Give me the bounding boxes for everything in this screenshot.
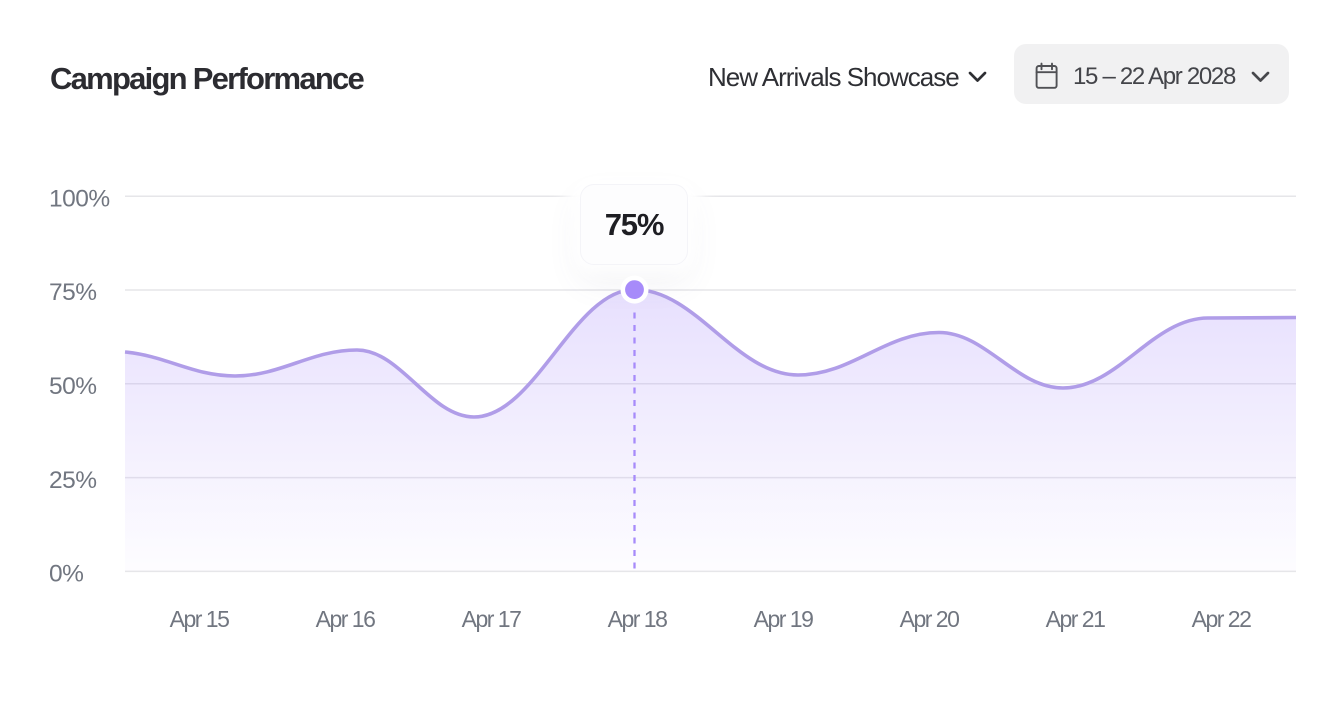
svg-text:75%: 75%: [49, 279, 97, 306]
svg-text:25%: 25%: [49, 467, 97, 494]
svg-text:Apr 22: Apr 22: [1192, 606, 1251, 632]
svg-text:0%: 0%: [49, 561, 83, 588]
svg-text:Apr 18: Apr 18: [608, 606, 667, 632]
svg-text:50%: 50%: [49, 373, 97, 400]
svg-text:Apr 17: Apr 17: [462, 606, 521, 632]
svg-text:Apr 19: Apr 19: [754, 606, 813, 632]
svg-text:Apr 21: Apr 21: [1046, 606, 1105, 632]
svg-text:Apr 15: Apr 15: [170, 606, 229, 632]
svg-text:Apr 20: Apr 20: [900, 606, 959, 632]
svg-text:Apr 16: Apr 16: [316, 606, 375, 632]
svg-text:100%: 100%: [49, 185, 110, 212]
